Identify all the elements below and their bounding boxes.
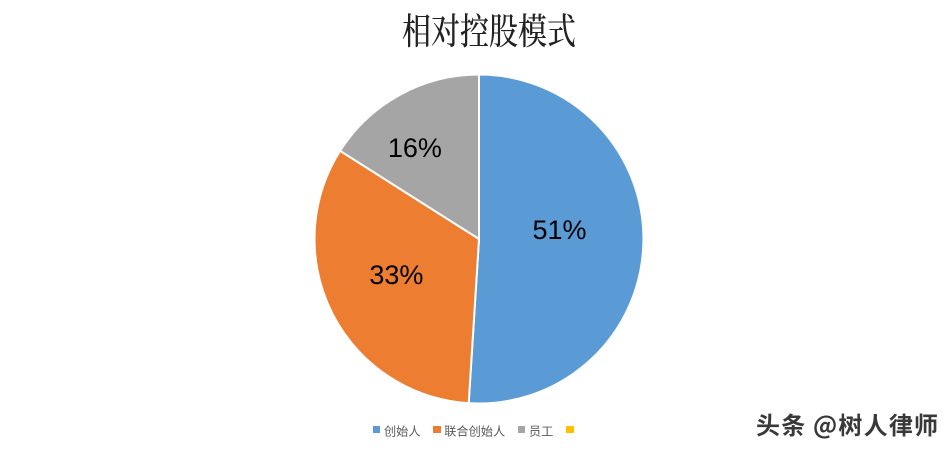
svg-text:51%: 51% xyxy=(532,215,586,245)
svg-text:16%: 16% xyxy=(388,133,442,163)
svg-text:33%: 33% xyxy=(369,260,423,290)
